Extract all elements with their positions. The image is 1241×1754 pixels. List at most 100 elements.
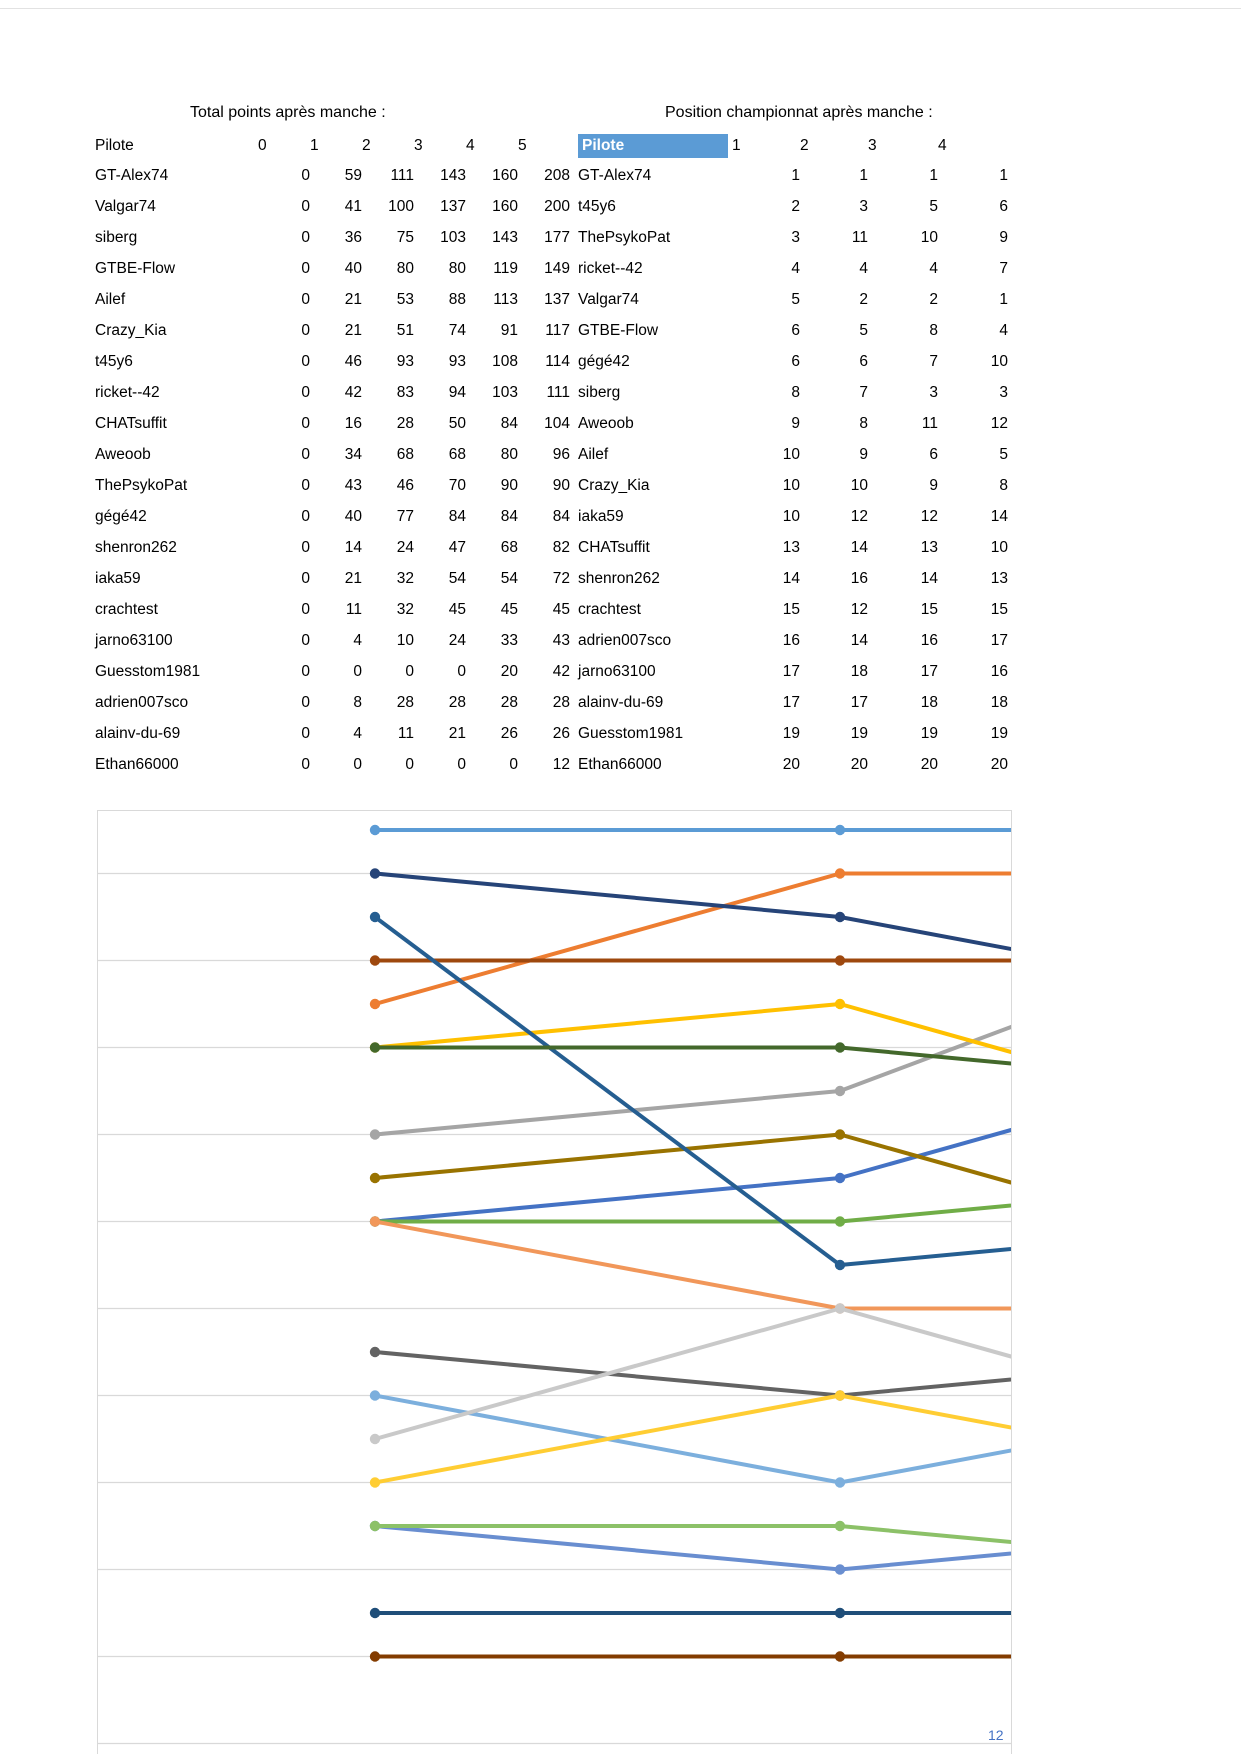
value-cell: 50 xyxy=(448,415,466,432)
pilot-name: GT-Alex74 xyxy=(578,167,652,184)
value-cell: 80 xyxy=(448,260,466,277)
value-cell: 68 xyxy=(500,539,518,556)
value-cell: 111 xyxy=(546,384,570,401)
value-cell: 46 xyxy=(344,353,362,370)
value-cell: 0 xyxy=(301,291,310,308)
value-cell: 21 xyxy=(448,725,466,742)
value-cell: 90 xyxy=(552,477,570,494)
positions-table-row: ricket--42 4 4 4 7 xyxy=(578,253,1008,284)
positions-table-title: Position championnat après manche : xyxy=(665,104,933,121)
pilot-name: siberg xyxy=(95,229,138,246)
value-cell: 28 xyxy=(448,694,466,711)
value-cell: 12 xyxy=(850,508,868,525)
points-table-pilot-header: Pilote xyxy=(95,137,134,154)
value-cell: 68 xyxy=(396,446,414,463)
value-cell: 3 xyxy=(929,384,938,401)
chart-series-Guesstom1981 xyxy=(369,1607,1011,1619)
value-cell: 9 xyxy=(791,415,800,432)
value-cell: 113 xyxy=(493,291,518,308)
value-cell: 11 xyxy=(397,725,414,742)
pilot-name: alainv-du-69 xyxy=(578,694,664,711)
value-cell: 4 xyxy=(353,725,362,742)
round-header: 4 xyxy=(938,137,947,154)
value-cell: 0 xyxy=(509,756,518,773)
selected-pilote-header-cell[interactable]: Pilote xyxy=(578,134,728,158)
points-table-row: siberg 0 36 75 103 143 177 xyxy=(95,222,570,253)
value-cell: 0 xyxy=(301,260,310,277)
round-header: 1 xyxy=(732,137,741,154)
value-cell: 42 xyxy=(344,384,362,401)
marker-siberg-m2 xyxy=(834,1085,846,1097)
value-cell: 80 xyxy=(500,446,518,463)
value-cell: 1 xyxy=(929,167,938,184)
round-header: 5 xyxy=(518,137,527,154)
value-cell: 4 xyxy=(791,260,800,277)
marker-Guesstom1981-m1 xyxy=(369,1607,381,1619)
value-cell: 177 xyxy=(544,229,570,246)
value-cell: 10 xyxy=(990,353,1008,370)
marker-adrien007sco-m1 xyxy=(369,1477,381,1488)
positions-table-row: Valgar74 5 2 2 1 xyxy=(578,284,1008,315)
pilot-name: Ethan66000 xyxy=(95,756,179,773)
marker-shenron262-m2 xyxy=(834,1477,846,1488)
pilot-name: CHATsuffit xyxy=(578,539,650,556)
positions-table-row: t45y6 2 3 5 6 xyxy=(578,191,1008,222)
value-cell: 53 xyxy=(396,291,414,308)
value-cell: 8 xyxy=(353,694,362,711)
pilot-name: Crazy_Kia xyxy=(578,477,650,494)
pilot-name: siberg xyxy=(578,384,621,401)
value-cell: 84 xyxy=(552,508,570,525)
marker-alainv-du-69-m2 xyxy=(834,1520,846,1532)
pilot-name: t45y6 xyxy=(95,353,133,370)
value-cell: 19 xyxy=(850,725,868,742)
marker-GT-Alex74-m2 xyxy=(834,824,846,836)
value-cell: 0 xyxy=(301,167,310,184)
pilot-name: Valgar74 xyxy=(578,291,639,308)
value-cell: 88 xyxy=(448,291,466,308)
value-cell: 14 xyxy=(990,508,1008,525)
value-cell: 0 xyxy=(301,539,310,556)
value-cell: 12 xyxy=(920,508,938,525)
value-cell: 200 xyxy=(544,198,570,215)
positions-table-row: crachtest 15 12 15 15 xyxy=(578,594,1008,625)
marker-gégé42-m1 xyxy=(369,1042,381,1053)
marker-crachtest-m1 xyxy=(369,1433,381,1445)
pilot-name: GTBE-Flow xyxy=(578,322,659,339)
points-table-row: GTBE-Flow 0 40 80 80 119 149 xyxy=(95,253,570,284)
value-cell: 17 xyxy=(850,694,868,711)
value-cell: 137 xyxy=(440,198,466,215)
value-cell: 75 xyxy=(396,229,414,246)
value-cell: 13 xyxy=(920,539,938,556)
points-table-row: t45y6 0 46 93 93 108 114 xyxy=(95,346,570,377)
value-cell: 4 xyxy=(859,260,868,277)
chart-series-Aweoob xyxy=(369,1129,1011,1185)
value-cell: 19 xyxy=(920,725,938,742)
value-cell: 6 xyxy=(791,322,800,339)
value-cell: 10 xyxy=(782,477,800,494)
value-cell: 12 xyxy=(850,601,868,618)
value-cell: 0 xyxy=(301,632,310,649)
value-cell: 8 xyxy=(929,322,938,339)
value-cell: 21 xyxy=(344,570,362,587)
chart-series-crachtest xyxy=(369,1303,1011,1445)
value-cell: 59 xyxy=(344,167,362,184)
pilot-name: shenron262 xyxy=(95,539,177,556)
value-cell: 208 xyxy=(544,167,570,184)
value-cell: 11 xyxy=(345,601,362,618)
value-cell: 20 xyxy=(990,756,1008,773)
marker-Aweoob-m2 xyxy=(834,1129,846,1140)
marker-t45y6-m2 xyxy=(834,911,846,923)
pilot-name: Guesstom1981 xyxy=(578,725,684,742)
value-cell: 104 xyxy=(544,415,570,432)
value-cell: 0 xyxy=(301,229,310,246)
value-cell: 3 xyxy=(999,384,1008,401)
value-cell: 45 xyxy=(448,601,466,618)
value-cell: 0 xyxy=(301,198,310,215)
value-cell: 72 xyxy=(552,570,570,587)
value-cell: 17 xyxy=(782,694,800,711)
marker-Ailef-m2 xyxy=(834,1172,846,1184)
pilot-name: adrien007sco xyxy=(578,632,672,649)
value-cell: 2 xyxy=(929,291,938,308)
value-cell: 0 xyxy=(301,446,310,463)
value-cell: 1 xyxy=(859,167,868,184)
